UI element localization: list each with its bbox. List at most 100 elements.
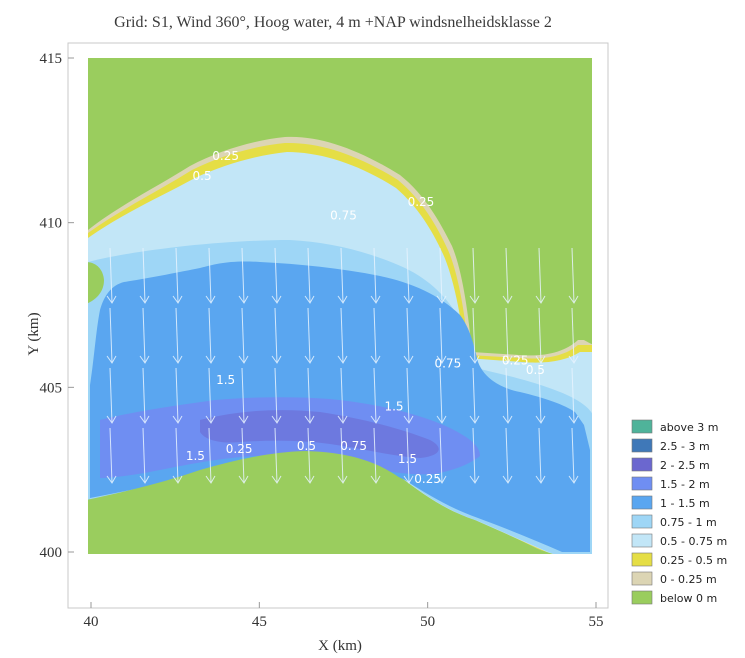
legend-swatch — [631, 457, 653, 472]
wind-arrow — [238, 367, 249, 424]
wind-arrow — [370, 307, 381, 364]
wind-arrow — [139, 247, 150, 304]
contour-label: 1.5 — [216, 373, 235, 387]
wind-arrow — [337, 427, 348, 484]
wind-arrow — [403, 367, 414, 424]
y-tick-label: 410 — [40, 216, 63, 232]
contour-label: 0.75 — [340, 439, 367, 453]
wind-arrow — [205, 367, 216, 424]
y-axis: 400 405 410 415 — [40, 51, 74, 561]
contour-label: 0.5 — [526, 363, 545, 377]
wind-arrow — [271, 307, 282, 364]
wind-arrow — [535, 247, 546, 304]
legend: above 3 m 2.5 - 3 m 2 - 2.5 m 1.5 - 2 m 1 - … — [631, 419, 727, 605]
wind-arrow — [106, 247, 117, 304]
x-tick-label: 45 — [252, 614, 267, 630]
wind-arrow — [469, 427, 480, 484]
wind-arrow — [370, 247, 381, 304]
legend-label: 0.25 - 0.5 m — [660, 554, 727, 567]
x-tick-label: 50 — [420, 614, 435, 630]
wind-arrow — [535, 367, 546, 424]
legend-label: 1.5 - 2 m — [660, 478, 710, 491]
wind-arrow — [568, 247, 579, 304]
coast-south — [88, 451, 554, 554]
land-right-margin — [592, 58, 600, 560]
contour-label: 0.75 — [435, 357, 462, 371]
plot-frame — [67, 42, 609, 609]
x-tick-label: 40 — [84, 614, 99, 630]
wind-arrow — [469, 367, 480, 424]
wind-arrow — [469, 307, 480, 364]
y-tick-label: 405 — [40, 380, 63, 396]
x-tick-label: 55 — [589, 614, 604, 630]
wind-arrow — [271, 247, 282, 304]
wind-arrow — [568, 367, 579, 424]
wind-arrow — [139, 427, 150, 484]
contour-label: 0.5 — [297, 439, 316, 453]
wind-arrow — [337, 247, 348, 304]
wind-arrow — [271, 427, 282, 484]
contour-label: 0.5 — [193, 169, 212, 183]
wind-arrow — [238, 307, 249, 364]
wind-arrow — [436, 427, 447, 484]
wind-arrow — [535, 427, 546, 484]
wind-arrow — [172, 247, 183, 304]
wind-arrow — [502, 367, 513, 424]
legend-swatch — [631, 476, 653, 491]
wind-arrow — [535, 307, 546, 364]
wind-arrow — [304, 427, 315, 484]
contour-label: 0.75 — [330, 208, 357, 222]
legend-swatch — [631, 419, 653, 434]
legend-label: 0.5 - 0.75 m — [660, 535, 727, 548]
contour-label: 0.25 — [408, 195, 435, 209]
contour-label: 1.5 — [384, 399, 403, 413]
wind-arrow — [172, 307, 183, 364]
wind-arrow — [370, 367, 381, 424]
wind-arrow — [502, 247, 513, 304]
wind-arrow — [403, 247, 414, 304]
contour-label: 0.25 — [414, 472, 441, 486]
wind-arrow — [436, 367, 447, 424]
legend-swatch — [631, 571, 653, 586]
x-axis: 40 45 50 55 — [84, 602, 604, 630]
wind-arrow — [106, 367, 117, 424]
legend-swatch — [631, 495, 653, 510]
wind-arrow — [238, 247, 249, 304]
land-north — [88, 58, 592, 356]
wind-arrows — [106, 247, 579, 484]
wind-arrow — [106, 307, 117, 364]
wind-arrow — [304, 247, 315, 304]
wind-arrow — [172, 427, 183, 484]
wind-arrow — [502, 307, 513, 364]
wind-arrow — [436, 307, 447, 364]
contour-label: 1.5 — [186, 449, 205, 463]
wind-arrow — [205, 427, 216, 484]
contour-label: 0.25 — [502, 353, 529, 367]
wind-arrow — [172, 367, 183, 424]
wind-arrow — [271, 367, 282, 424]
contour-label: 0.25 — [226, 442, 253, 456]
wind-arrow — [403, 307, 414, 364]
contour-label: 1.5 — [398, 452, 417, 466]
contour-label: 0.25 — [212, 149, 239, 163]
wind-arrow — [436, 247, 447, 304]
legend-swatch — [631, 533, 653, 548]
legend-swatch — [631, 590, 653, 605]
wind-arrow — [304, 367, 315, 424]
wind-arrow — [337, 367, 348, 424]
legend-label: 0.75 - 1 m — [660, 516, 717, 529]
wind-arrow — [469, 247, 480, 304]
y-axis-label: Y (km) — [26, 312, 42, 355]
legend-label: 1 - 1.5 m — [660, 497, 710, 510]
wind-arrow — [139, 367, 150, 424]
x-axis-label: X (km) — [318, 638, 362, 654]
wind-arrow — [337, 307, 348, 364]
legend-label: 0 - 0.25 m — [660, 573, 717, 586]
band-2-25 — [200, 410, 439, 458]
y-tick-label: 400 — [40, 545, 63, 561]
legend-label: above 3 m — [660, 421, 718, 434]
wind-arrow — [106, 427, 117, 484]
legend-label: 2.5 - 3 m — [660, 440, 710, 453]
wind-arrow — [205, 247, 216, 304]
wind-arrow — [568, 307, 579, 364]
